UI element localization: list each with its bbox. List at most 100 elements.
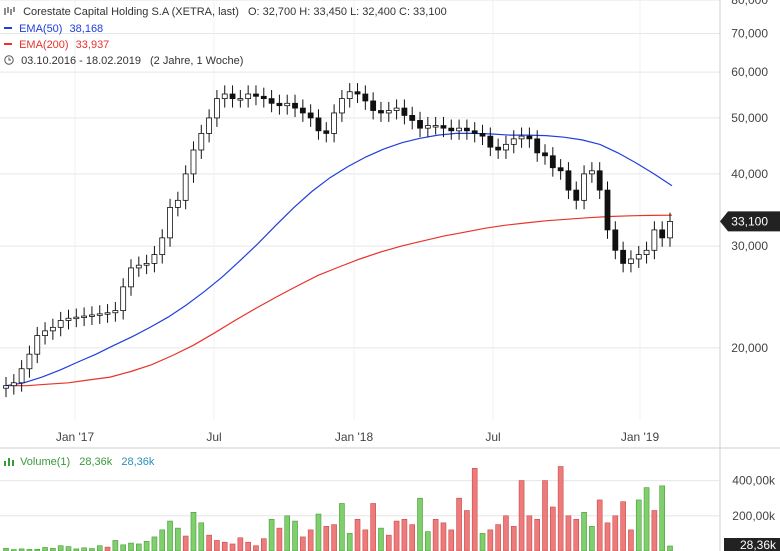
candle <box>167 198 173 247</box>
candle <box>159 229 166 264</box>
candle <box>495 138 502 159</box>
candle-body <box>221 93 228 100</box>
volume-bar <box>307 529 314 551</box>
volume-bar <box>112 540 119 551</box>
volume-label: Volume(1) <box>20 456 71 468</box>
ema50-line <box>5 132 673 387</box>
candle <box>315 109 322 140</box>
candle-body <box>409 115 416 121</box>
candle-body <box>534 138 541 154</box>
candlesticks <box>3 83 673 398</box>
volume-bar <box>175 527 181 551</box>
chart-type-icon[interactable] <box>4 6 16 16</box>
candle <box>362 85 369 110</box>
volume-tick-label: 200,00k <box>732 509 776 523</box>
volume-tick-label: 400,00k <box>732 474 776 488</box>
y-tick-label: 30,000 <box>731 239 768 253</box>
candle <box>135 256 142 277</box>
candle <box>667 212 673 247</box>
candle-body <box>182 173 189 201</box>
candle <box>370 92 377 120</box>
candle <box>440 116 447 138</box>
candle-body <box>268 98 275 104</box>
candle-body <box>612 229 619 251</box>
volume-bar <box>190 511 197 551</box>
volume-bar <box>315 513 322 551</box>
y-tick-label: 50,000 <box>731 111 768 125</box>
candle-body <box>635 254 642 260</box>
candle-body <box>34 335 41 355</box>
ema50-label: EMA(50) <box>19 23 63 35</box>
candle <box>659 221 666 247</box>
legend-ema200-row[interactable]: EMA(200) 33,937 <box>4 38 109 52</box>
candle-body <box>526 135 533 140</box>
volume-bar <box>432 519 439 551</box>
legend-ema50-row[interactable]: EMA(50) 38,168 <box>4 22 103 36</box>
candle <box>588 162 595 183</box>
candle-body <box>65 317 72 321</box>
volume-bar <box>581 511 587 551</box>
candle <box>96 305 103 324</box>
candle-body <box>510 138 517 145</box>
volume-bar <box>589 526 595 551</box>
candle-body <box>151 254 158 264</box>
volume-bar <box>550 506 556 551</box>
candle-body <box>49 326 56 332</box>
volume-bar <box>620 501 626 551</box>
candle <box>174 191 181 217</box>
candle-body <box>229 93 236 100</box>
candle-body <box>198 133 205 151</box>
ohlc-values: O: 32,700 H: 33,450 L: 32,400 C: 33,100 <box>247 6 447 18</box>
candle-body <box>214 98 220 119</box>
candle-body <box>143 262 150 266</box>
candle-body <box>346 91 353 100</box>
candle-body <box>260 95 267 100</box>
candle-body <box>96 313 103 316</box>
candle-body <box>667 221 673 239</box>
candle-body <box>503 143 509 151</box>
candle <box>503 135 509 159</box>
volume-bar <box>393 520 400 551</box>
volume-bar <box>565 515 572 551</box>
range-length: (2 Jahre, 1 Woche) <box>150 55 244 67</box>
candle <box>346 83 353 108</box>
candle <box>128 259 134 296</box>
last-volume-label: 28,36k <box>740 538 777 551</box>
candle <box>456 119 462 140</box>
candle <box>190 141 197 183</box>
candle <box>214 89 220 127</box>
clock-icon <box>4 55 14 65</box>
volume-bar <box>401 519 408 551</box>
candle <box>260 87 267 108</box>
x-tick-label: Jan '18 <box>335 430 374 444</box>
volume-bar <box>370 503 376 551</box>
candle <box>143 254 150 275</box>
candle <box>518 127 525 148</box>
candle <box>534 130 541 162</box>
candle <box>104 304 111 323</box>
candle <box>448 119 455 140</box>
volume-value-1: 28,36k <box>79 456 113 468</box>
volume-bar <box>284 515 291 551</box>
ema50-polyline <box>5 132 673 387</box>
volume-bar <box>526 515 533 551</box>
candle-body <box>417 120 423 129</box>
volume-bar <box>18 548 25 551</box>
volume-bar <box>612 515 619 551</box>
candle <box>401 99 408 125</box>
volume-bar <box>198 522 205 551</box>
volume-bar <box>425 531 431 551</box>
volume-bar <box>159 529 166 551</box>
candle <box>331 104 337 143</box>
volume-bar <box>268 519 275 551</box>
volume-bar <box>409 524 416 551</box>
candle-body <box>307 112 314 119</box>
volume-bar <box>253 545 259 551</box>
volume-bar <box>276 527 283 551</box>
candle-body <box>331 112 337 134</box>
candle <box>65 309 72 330</box>
candle-body <box>565 170 572 191</box>
volume-pane: 200,00k 400,00k 28,36k <box>0 466 780 551</box>
candle <box>276 94 283 115</box>
instrument-title: Corestate Capital Holding S.A (XETRA, la… <box>23 6 239 18</box>
